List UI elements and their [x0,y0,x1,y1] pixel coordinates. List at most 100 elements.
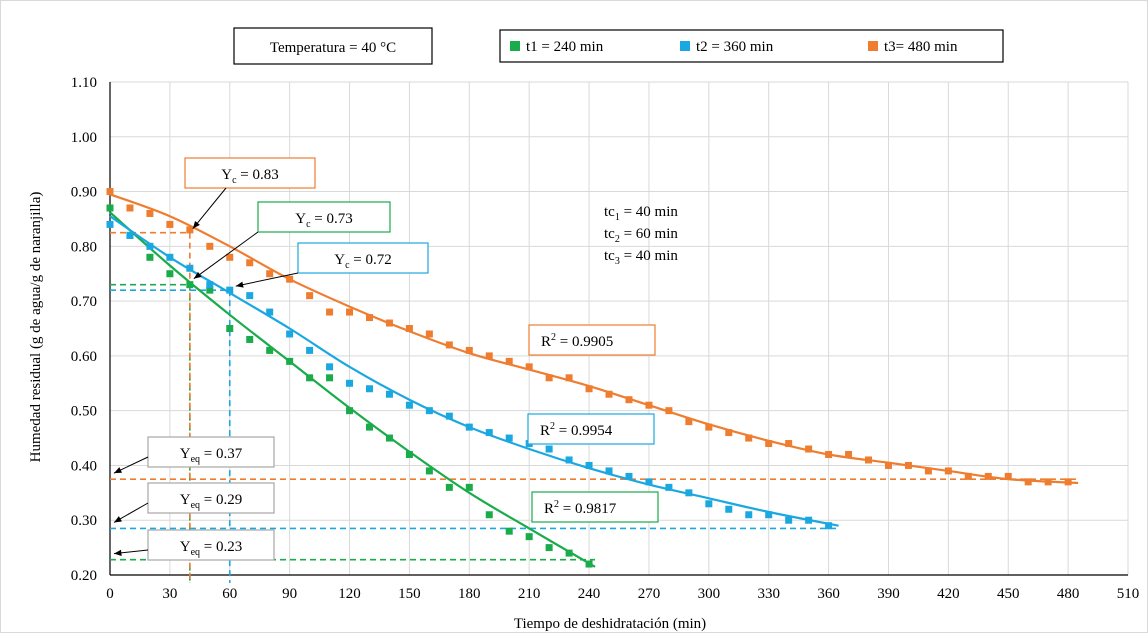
data-point [585,560,593,568]
x-axis-title: Tiempo de deshidratación (min) [514,616,706,632]
yc-label: Yc = 0.72 [334,252,392,271]
x-tick-label: 450 [997,586,1020,602]
data-point [785,516,793,524]
data-point [665,407,673,415]
data-point [525,533,533,541]
yc-arrow [235,272,299,287]
legend-marker [680,41,690,51]
yc-label-box [257,201,391,233]
data-point [346,407,354,415]
data-point [365,314,373,322]
data-point [565,374,573,382]
data-point [445,341,453,349]
data-point [765,511,773,519]
data-points [106,188,1072,568]
data-point [226,286,234,294]
y-axis-title: Humedad residual (g de agua/g de naranji… [28,192,44,463]
data-point [106,220,114,228]
data-point [465,423,473,431]
data-point [585,461,593,469]
data-point [924,467,932,475]
data-point [286,275,294,283]
x-tick-label: 180 [458,586,481,602]
data-point [405,401,413,409]
data-point [1044,478,1052,486]
x-tick-label: 270 [638,586,661,602]
data-point [984,472,992,480]
data-point [665,483,673,491]
data-point [565,456,573,464]
data-point [425,330,433,338]
data-point [805,516,813,524]
data-point [186,226,194,234]
legend-marker [868,41,878,51]
data-point [306,346,314,354]
r2-label: R2 = 0.9817 [544,499,617,517]
r2-label: R2 = 0.9905 [541,332,613,350]
data-point [865,456,873,464]
data-point [545,544,553,552]
data-point [825,522,833,530]
data-point [365,423,373,431]
data-point [146,253,154,261]
data-point [845,450,853,458]
x-tick-label: 240 [578,586,601,602]
data-point [206,281,214,289]
data-point [306,292,314,300]
yc-arrow [192,187,227,229]
data-point [226,325,234,332]
x-tick-label: 330 [757,586,780,602]
data-point [944,467,952,475]
x-tick-label: 120 [338,586,361,602]
r2-label-box [527,413,655,445]
yc-arrowhead [192,220,200,229]
data-point [166,253,174,261]
yeq-label-box [147,436,275,468]
legend-label: t3= 480 min [884,39,958,55]
data-point [365,385,373,393]
yeq-label: Yeq = 0.37 [180,446,243,465]
yc-label: Yc = 0.83 [221,167,279,186]
annotations: Yc = 0.73 Yc = 0.72 Yc = 0.83 Yeq = 0.37 Yeq… [113,157,659,561]
y-tick-label: 0.50 [71,404,97,420]
data-point [585,385,593,393]
data-point [625,472,633,480]
data-point [346,379,354,387]
data-point [126,204,134,212]
data-point [1064,478,1072,486]
x-tick-label: 360 [817,586,840,602]
y-tick-label: 0.80 [71,239,97,255]
data-point [266,270,274,278]
data-point [785,440,793,448]
y-tick-label: 0.20 [71,568,97,584]
data-point [825,450,833,458]
yeq-label: Yeq = 0.29 [180,492,243,511]
data-point [705,500,713,508]
data-point [465,483,473,491]
data-point [1024,478,1032,486]
yc-arrowhead [193,271,202,279]
data-point [385,319,393,327]
yc-label: Yc = 0.73 [295,211,353,230]
x-tick-label: 90 [282,586,297,602]
r2-label: R2 = 0.9954 [540,421,613,439]
x-tick-label: 150 [398,586,421,602]
data-point [765,440,773,448]
data-point [964,472,972,480]
data-point [266,308,274,316]
data-point [425,407,433,415]
data-point [385,434,393,442]
data-point [904,461,912,469]
data-point [306,374,314,382]
x-tick-label: 480 [1057,586,1080,602]
axes: 0 30 60 90 120 150 180 210 240 270 300 330 360 390 420… [71,75,1140,602]
data-point [106,188,114,196]
data-point [146,242,154,250]
data-point [705,423,713,431]
data-point [485,429,493,437]
data-point [246,335,254,343]
legend-label: t2 = 360 min [696,39,774,55]
data-point [425,467,433,475]
